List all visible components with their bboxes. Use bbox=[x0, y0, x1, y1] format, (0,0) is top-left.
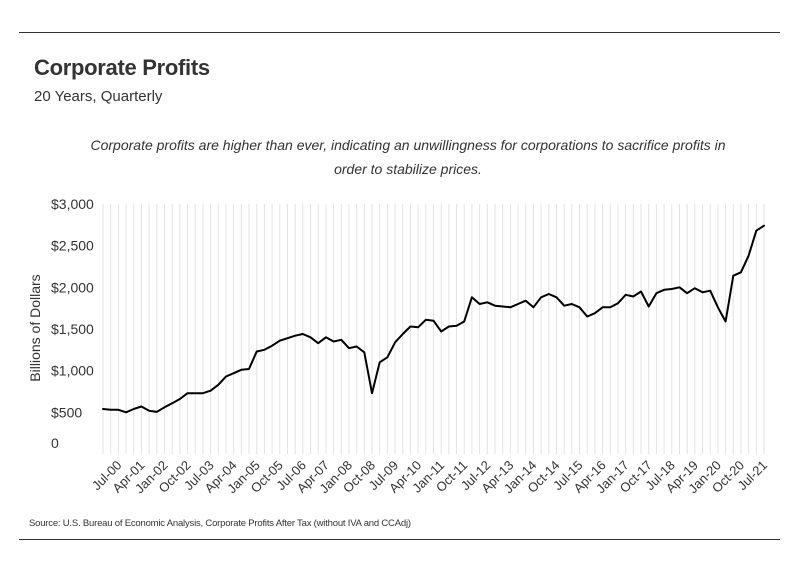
y-axis-ticks: 0 $500 $1,000 $1,500 $2,000 $2,500 $3,000 bbox=[51, 196, 94, 451]
x-axis-ticks: Jul-00Apr-01Jan-02Oct-02Jul-03Apr-04Jan-… bbox=[89, 458, 770, 497]
y-axis-label: Billions of Dollars bbox=[27, 274, 43, 381]
series-line bbox=[102, 224, 765, 414]
bottom-rule bbox=[19, 539, 780, 540]
chart-subtitle: 20 Years, Quarterly bbox=[34, 88, 163, 105]
line-chart: 0 $500 $1,000 $1,500 $2,000 $2,500 $3,000 Jul-… bbox=[27, 196, 770, 497]
y-tick-label: $2,500 bbox=[51, 238, 94, 254]
chart-annotation: Corporate profits are higher than ever, … bbox=[90, 137, 726, 177]
top-rule bbox=[19, 32, 780, 33]
source-note: Source: U.S. Bureau of Economic Analysis… bbox=[29, 518, 411, 529]
chart-title: Corporate Profits bbox=[34, 55, 210, 80]
y-tick-label: $500 bbox=[51, 404, 82, 420]
y-tick-label: $3,000 bbox=[51, 196, 94, 212]
y-tick-label: $1,000 bbox=[51, 363, 94, 379]
y-tick-label: 0 bbox=[51, 435, 59, 451]
vertical-grid bbox=[102, 204, 765, 454]
y-tick-label: $1,500 bbox=[51, 321, 94, 337]
y-tick-label: $2,000 bbox=[51, 279, 94, 295]
